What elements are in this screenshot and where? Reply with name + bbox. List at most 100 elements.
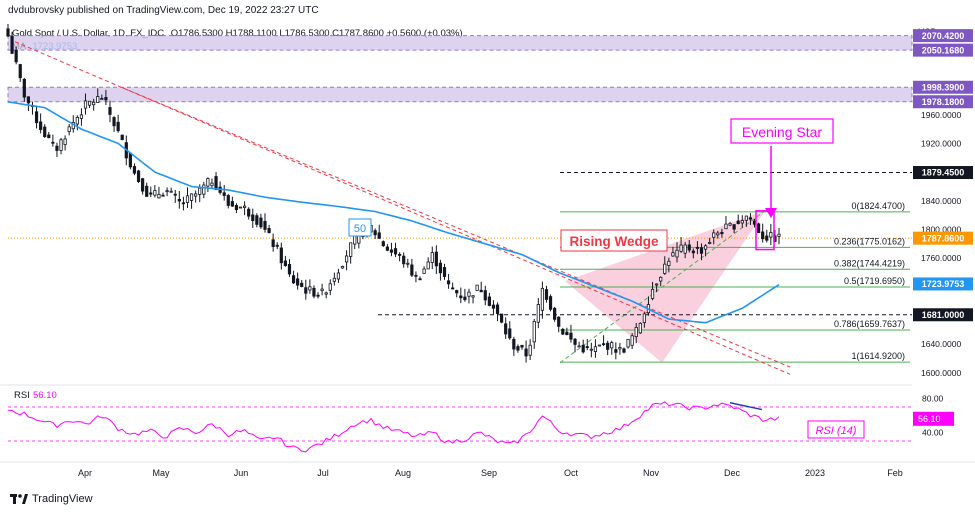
candle [512, 336, 516, 356]
candle [716, 230, 720, 239]
candle-body [116, 121, 120, 132]
candle-body [6, 28, 10, 37]
candle-body [243, 205, 247, 208]
candle-body [328, 283, 332, 291]
candle [275, 242, 279, 250]
candle-body [157, 193, 161, 199]
fib-level-label: 0.236(1775.0162) [834, 236, 905, 246]
candle-body [181, 202, 186, 205]
candle [296, 272, 300, 290]
candle [104, 89, 108, 105]
rsi-tag-label: RSI (14) [816, 425, 857, 437]
candle-body [479, 289, 483, 293]
price-badge-bg [913, 95, 973, 109]
candle [393, 242, 398, 258]
candle [487, 292, 491, 307]
candle [536, 298, 540, 329]
candle-body [385, 246, 389, 251]
candle [687, 240, 691, 253]
time-tick-label: 2023 [805, 468, 825, 478]
candle [585, 339, 589, 351]
candle [504, 317, 508, 339]
candle-body [83, 100, 88, 109]
candle-body [483, 290, 487, 301]
candle-body [508, 328, 512, 339]
candle-body [308, 286, 312, 291]
candle-body [581, 344, 585, 353]
candle [116, 114, 120, 133]
symbol-name[interactable]: Gold Spot / U.S. Dollar, 1D, FX_IDC [12, 28, 165, 39]
candle-body [291, 275, 296, 284]
candle-body [455, 290, 459, 294]
candle [259, 213, 263, 229]
candle-body [757, 223, 761, 234]
candle [194, 190, 198, 203]
price-badge-text: 1681.0000 [922, 310, 965, 320]
candle [43, 124, 47, 138]
candle [214, 172, 218, 191]
candle [169, 187, 173, 193]
candle-body [214, 176, 218, 191]
candle [251, 208, 255, 228]
rsi-value: 56.10 [33, 390, 57, 401]
candle-body [267, 228, 271, 234]
candle [528, 339, 532, 361]
candle [267, 224, 271, 234]
candle-body [500, 313, 504, 323]
candle-body [398, 254, 402, 256]
candle-body [14, 49, 18, 63]
candle [177, 191, 181, 209]
candle [410, 258, 414, 277]
tradingview-brand[interactable]: TradingView [10, 493, 93, 505]
time-tick-label: Dec [724, 468, 741, 478]
candle [263, 213, 267, 233]
candle-body [650, 288, 655, 299]
candle [6, 24, 10, 38]
brand-name: TradingView [32, 493, 93, 505]
candle [10, 31, 14, 55]
candle [230, 196, 234, 207]
candle-body [716, 232, 720, 236]
candle [283, 255, 287, 267]
candle-body [426, 261, 430, 270]
candle-body [161, 194, 165, 197]
candle-body [691, 250, 695, 254]
price-badge-text: 2070.4200 [922, 31, 965, 41]
candle [63, 135, 67, 151]
candle-body [63, 138, 67, 145]
candle [173, 189, 177, 203]
candle [630, 333, 634, 349]
candle-body [585, 346, 589, 349]
candle [626, 338, 630, 349]
candle [426, 257, 430, 270]
candle-body [451, 287, 455, 290]
candle [75, 115, 79, 131]
candle [389, 242, 394, 257]
candle [728, 221, 732, 227]
candle [247, 207, 251, 220]
candle [557, 316, 561, 333]
candle-body [687, 244, 691, 251]
candle [136, 169, 141, 184]
candle-body [606, 342, 610, 350]
candle-body [96, 96, 100, 103]
candle [316, 292, 320, 299]
price-label-badge: 1787.8600 [913, 231, 973, 245]
candle [479, 281, 483, 293]
candle-body [87, 100, 92, 106]
candle-body [459, 295, 463, 299]
candle-body [699, 247, 704, 254]
candle [459, 287, 463, 304]
candle [34, 107, 39, 129]
candle-body [573, 338, 577, 345]
candle-body [128, 152, 132, 168]
price-badge-text: 1723.9753 [922, 279, 965, 289]
candle [601, 335, 606, 347]
fib-level-label: 0.5(1719.6950) [844, 276, 905, 286]
candle-body [206, 178, 210, 187]
candle-body [34, 111, 39, 124]
candle-body [540, 287, 544, 311]
candle [22, 77, 26, 102]
candle [442, 263, 447, 280]
